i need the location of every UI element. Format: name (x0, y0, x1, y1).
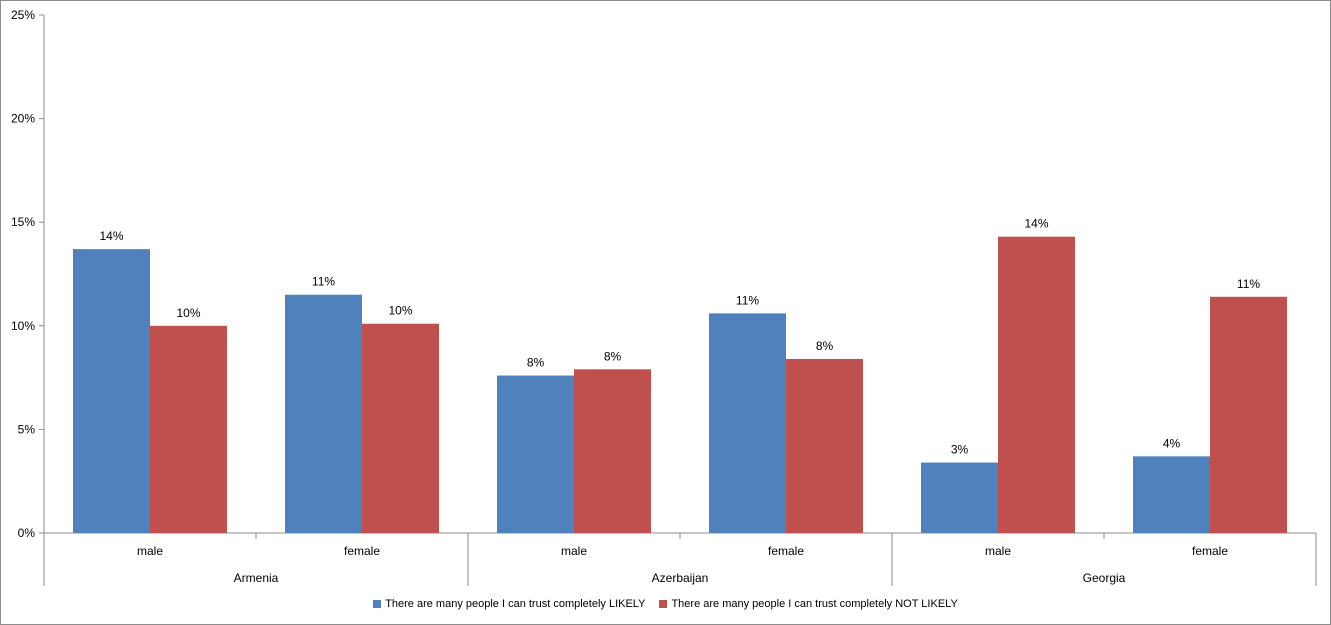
category-label: male (561, 544, 587, 558)
y-tick-label: 0% (18, 526, 36, 540)
bar-likely (285, 294, 362, 533)
bar-likely (497, 375, 574, 533)
category-label: female (768, 544, 804, 558)
y-tick-label: 15% (11, 215, 35, 229)
legend: There are many people I can trust comple… (1, 598, 1330, 610)
data-label-not-likely: 8% (816, 339, 834, 353)
y-tick-label: 20% (11, 112, 35, 126)
y-tick-label: 25% (11, 8, 35, 22)
bar-likely (921, 462, 998, 533)
y-tick-label: 5% (18, 422, 36, 436)
bar-likely (73, 249, 150, 534)
bar-likely (709, 313, 786, 533)
data-label-likely: 8% (527, 356, 545, 370)
group-label: Azerbaijan (652, 571, 709, 585)
category-label: male (985, 544, 1011, 558)
group-label: Armenia (234, 571, 279, 585)
data-label-likely: 4% (1163, 436, 1181, 450)
data-label-not-likely: 14% (1024, 217, 1048, 231)
legend-label-likely: There are many people I can trust comple… (385, 598, 646, 610)
category-label: female (1192, 544, 1228, 558)
bar-not-likely (150, 325, 227, 533)
data-label-not-likely: 10% (388, 304, 412, 318)
y-tick-label: 10% (11, 319, 35, 333)
legend-item-not-likely: There are many people I can trust comple… (659, 598, 958, 610)
bar-not-likely (1210, 296, 1287, 533)
data-label-likely: 11% (312, 275, 335, 289)
data-label-not-likely: 8% (604, 349, 622, 363)
legend-swatch-likely (373, 600, 382, 608)
data-label-not-likely: 10% (176, 306, 200, 320)
data-label-likely: 14% (99, 229, 123, 243)
bar-not-likely (786, 358, 863, 533)
group-label: Georgia (1083, 571, 1126, 585)
legend-item-likely: There are many people I can trust comple… (373, 598, 645, 610)
data-label-likely: 11% (736, 293, 759, 307)
category-label: female (344, 544, 380, 558)
data-label-not-likely: 11% (1237, 277, 1260, 291)
bar-likely (1133, 456, 1210, 533)
data-label-likely: 3% (951, 443, 969, 457)
bar-not-likely (998, 236, 1075, 534)
bar-not-likely (574, 369, 651, 533)
legend-label-not-likely: There are many people I can trust comple… (671, 598, 958, 610)
bar-not-likely (362, 323, 439, 533)
category-label: male (137, 544, 163, 558)
legend-swatch-not-likely (659, 600, 668, 608)
